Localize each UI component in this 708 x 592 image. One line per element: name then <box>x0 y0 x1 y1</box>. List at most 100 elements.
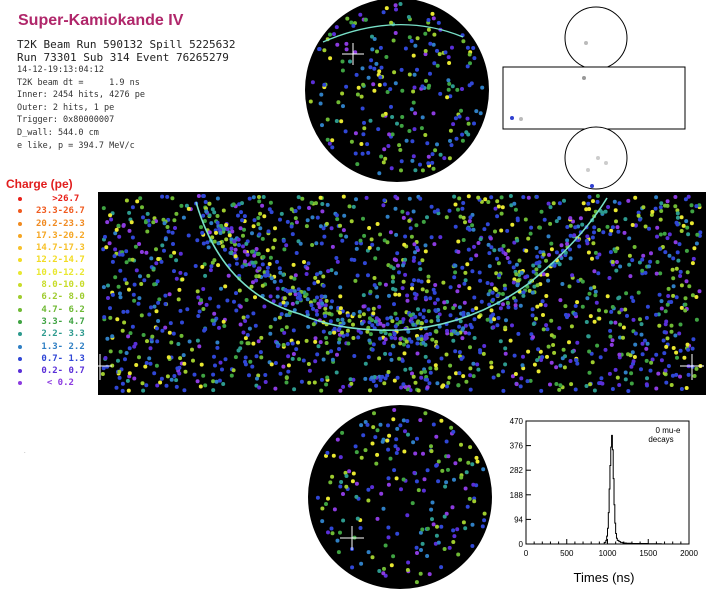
pmt-hit <box>116 284 121 289</box>
legend-swatch <box>18 221 22 226</box>
pmt-hit <box>337 340 341 345</box>
pmt-hit <box>406 560 411 565</box>
pmt-hit <box>448 138 452 143</box>
pmt-hit <box>526 349 531 354</box>
pmt-hit <box>549 241 554 246</box>
legend-label: 1.3- 2.2 <box>36 341 85 352</box>
pmt-hit <box>407 129 412 133</box>
outer-hit <box>596 156 600 160</box>
pmt-hit <box>382 147 387 152</box>
pmt-hit <box>633 195 638 200</box>
pmt-hit <box>436 318 441 323</box>
pmt-hit <box>590 235 595 240</box>
pmt-hit <box>420 541 425 546</box>
pmt-hit <box>204 209 209 214</box>
pmt-hit <box>505 300 510 305</box>
pmt-hit <box>284 243 289 248</box>
pmt-hit <box>375 49 379 54</box>
pmt-hit <box>349 257 354 262</box>
pmt-hit <box>391 275 396 280</box>
pmt-hit <box>260 236 265 241</box>
pmt-hit <box>400 358 405 363</box>
pmt-hit <box>281 238 286 243</box>
pmt-hit <box>562 365 567 370</box>
pmt-hit <box>416 278 421 283</box>
pmt-hit <box>291 328 296 333</box>
pmt-hit <box>213 363 217 368</box>
pmt-hit <box>640 341 645 346</box>
pmt-hit <box>426 309 431 314</box>
pmt-hit <box>457 371 462 376</box>
pmt-hit <box>275 294 280 299</box>
pmt-hit <box>386 423 390 428</box>
pmt-hit <box>218 360 223 365</box>
pmt-hit <box>521 293 526 298</box>
pmt-hit <box>281 300 286 305</box>
d-wall: D_wall: 544.0 cm <box>17 127 99 138</box>
pmt-hit <box>399 67 404 72</box>
pmt-hit <box>144 250 149 255</box>
pmt-hit <box>433 363 438 368</box>
pmt-hit <box>349 139 354 144</box>
pmt-hit <box>410 371 414 376</box>
pmt-hit <box>319 294 324 299</box>
pmt-hit <box>211 372 216 377</box>
pmt-hit <box>250 231 254 236</box>
pmt-hit <box>447 156 452 161</box>
pmt-hit <box>434 463 439 468</box>
pmt-hit <box>663 250 668 255</box>
pmt-hit <box>415 36 420 41</box>
pmt-hit <box>609 342 614 347</box>
pmt-hit <box>180 277 185 282</box>
pmt-hit <box>470 223 475 228</box>
pmt-hit <box>466 194 471 199</box>
pmt-hit <box>383 543 388 548</box>
pmt-hit <box>380 113 385 118</box>
pmt-hit <box>212 239 217 244</box>
pmt-hit <box>697 289 702 294</box>
pmt-hit <box>468 387 473 392</box>
pmt-hit <box>420 168 425 173</box>
pmt-hit <box>163 237 168 242</box>
pmt-hit <box>112 254 117 259</box>
pmt-hit <box>370 441 375 446</box>
pmt-hit <box>116 358 120 363</box>
pmt-hit <box>431 422 436 427</box>
pmt-hit <box>433 283 438 287</box>
pmt-hit <box>279 211 284 216</box>
pmt-hit <box>512 353 517 358</box>
pmt-hit <box>419 370 424 375</box>
pmt-hit <box>568 223 573 228</box>
pmt-hit <box>475 362 480 367</box>
pmt-hit <box>527 288 532 293</box>
pmt-hit <box>273 386 278 391</box>
pmt-hit <box>649 212 654 217</box>
pmt-hit <box>286 354 291 359</box>
pmt-hit <box>480 524 485 529</box>
pmt-hit <box>233 247 238 252</box>
pmt-hit <box>321 283 326 288</box>
pmt-hit <box>678 322 683 327</box>
pmt-hit <box>377 281 382 286</box>
pmt-hit <box>244 241 249 246</box>
pmt-hit <box>568 247 572 252</box>
pmt-hit <box>412 127 417 132</box>
pmt-hit <box>217 325 221 330</box>
pmt-hit <box>201 373 206 378</box>
pmt-hit <box>621 335 625 340</box>
pmt-hit <box>503 362 508 367</box>
pmt-hit <box>393 324 398 329</box>
pmt-hit <box>258 211 263 216</box>
pmt-hit <box>413 451 418 456</box>
legend-swatch <box>18 246 22 251</box>
pmt-hit <box>464 470 469 475</box>
pmt-hit <box>679 229 684 233</box>
pmt-hit <box>468 61 472 66</box>
pmt-hit <box>290 285 295 290</box>
pmt-hit <box>416 336 421 341</box>
pmt-hit <box>325 375 330 380</box>
top-cap-hits <box>308 2 485 176</box>
pmt-hit <box>675 208 680 213</box>
pmt-hit <box>127 287 131 292</box>
pmt-hit <box>329 268 334 273</box>
